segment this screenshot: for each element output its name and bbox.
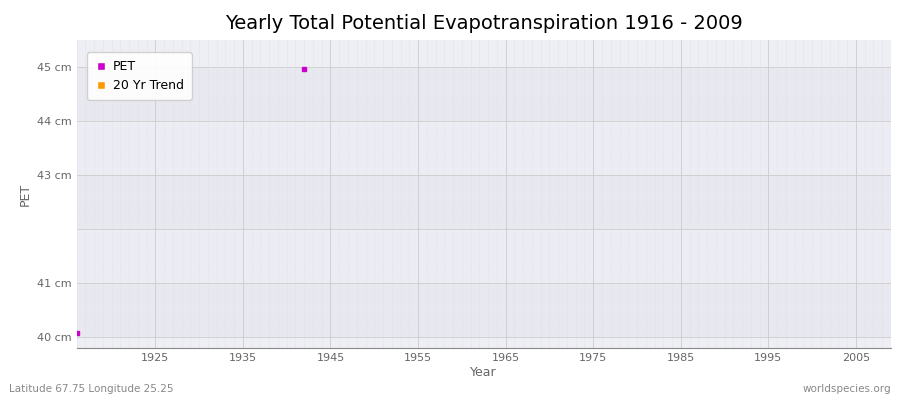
X-axis label: Year: Year <box>471 366 497 379</box>
Bar <box>76 67 891 121</box>
Bar <box>76 229 891 283</box>
Bar <box>76 175 891 229</box>
Y-axis label: PET: PET <box>18 182 32 206</box>
Text: Latitude 67.75 Longitude 25.25: Latitude 67.75 Longitude 25.25 <box>9 384 174 394</box>
Title: Yearly Total Potential Evapotranspiration 1916 - 2009: Yearly Total Potential Evapotranspiratio… <box>225 14 742 33</box>
Bar <box>76 283 891 337</box>
Bar <box>76 121 891 175</box>
Legend: PET, 20 Yr Trend: PET, 20 Yr Trend <box>86 52 192 100</box>
Text: worldspecies.org: worldspecies.org <box>803 384 891 394</box>
